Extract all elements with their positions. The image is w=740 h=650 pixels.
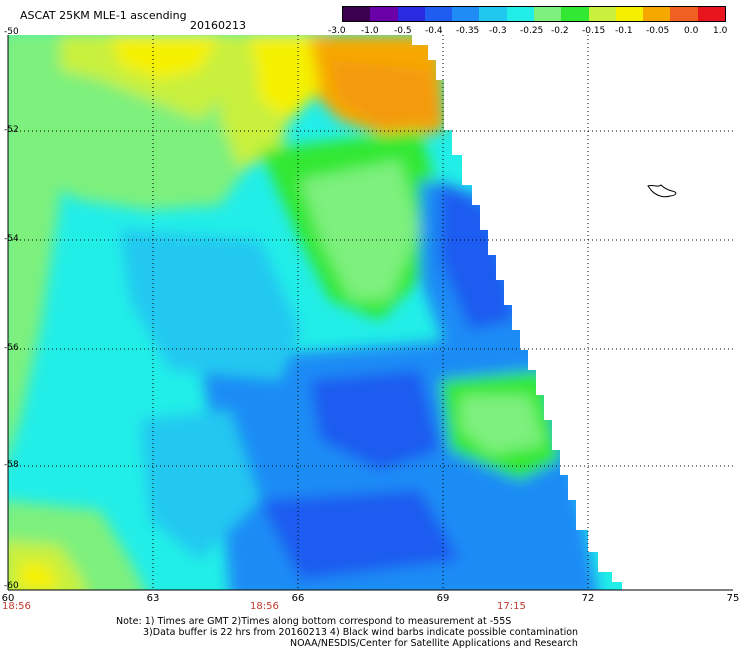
lon-label: 75 [726, 593, 740, 604]
colorbar-label: -1.0 [361, 26, 379, 36]
colorbar-swatch [670, 7, 698, 21]
lat-label: -52 [4, 125, 19, 135]
colorbar-label: 0.0 [684, 26, 699, 36]
colorbar-swatch [533, 7, 562, 21]
lat-label: -54 [4, 234, 19, 244]
colorbar-label: -0.25 [520, 26, 544, 36]
colorbar-swatch [397, 7, 425, 21]
colorbar-swatch [588, 7, 616, 21]
lat-label: -58 [4, 460, 19, 470]
plot-date: 20160213 [190, 19, 246, 32]
colorbar [342, 6, 726, 22]
colorbar-label: -0.5 [394, 26, 412, 36]
time-label: 18:56 [2, 601, 31, 612]
lon-label: 66 [291, 593, 305, 604]
colorbar-label: -3.0 [328, 26, 346, 36]
colorbar-label: -0.3 [489, 26, 507, 36]
time-label: 18:56 [250, 601, 279, 612]
colorbar-label: -0.35 [456, 26, 480, 36]
colorbar-label: -0.2 [551, 26, 569, 36]
colorbar-label: -0.1 [615, 26, 633, 36]
colorbar-swatch [506, 7, 534, 21]
island-outline [647, 184, 677, 198]
plot-title: ASCAT 25KM MLE-1 ascending [20, 9, 187, 22]
colorbar-swatch [479, 7, 507, 21]
lat-label: -50 [4, 27, 19, 37]
colorbar-tick-labels: -3.0 -1.0 -0.5 -0.4 -0.35 -0.3 -0.25 -0.… [328, 26, 738, 38]
colorbar-swatch [370, 7, 398, 21]
lon-label: 63 [146, 593, 160, 604]
colorbar-label: -0.05 [646, 26, 670, 36]
time-label: 17:15 [497, 601, 526, 612]
lon-label: 60 [1, 593, 15, 604]
colorbar-label: -0.4 [425, 26, 443, 36]
grid-lines [8, 35, 733, 590]
colorbar-swatch [697, 7, 725, 21]
note-line-3: NOAA/NESDIS/Center for Satellite Applica… [290, 638, 578, 649]
lat-label: -60 [4, 581, 19, 591]
lon-label: 69 [436, 593, 450, 604]
lon-label: 72 [581, 593, 595, 604]
colorbar-swatch [561, 7, 589, 21]
note-line-1: Note: 1) Times are GMT 2)Times along bot… [116, 616, 512, 627]
colorbar-swatch [615, 7, 644, 21]
colorbar-swatch [343, 7, 371, 21]
lat-label: -56 [4, 343, 19, 353]
colorbar-swatch [643, 7, 671, 21]
colorbar-swatch [452, 7, 480, 21]
colorbar-label: 1.0 [713, 26, 728, 36]
note-line-2: 3)Data buffer is 22 hrs from 20160213 4)… [143, 627, 579, 638]
colorbar-label: -0.15 [582, 26, 606, 36]
colorbar-swatch [424, 7, 453, 21]
